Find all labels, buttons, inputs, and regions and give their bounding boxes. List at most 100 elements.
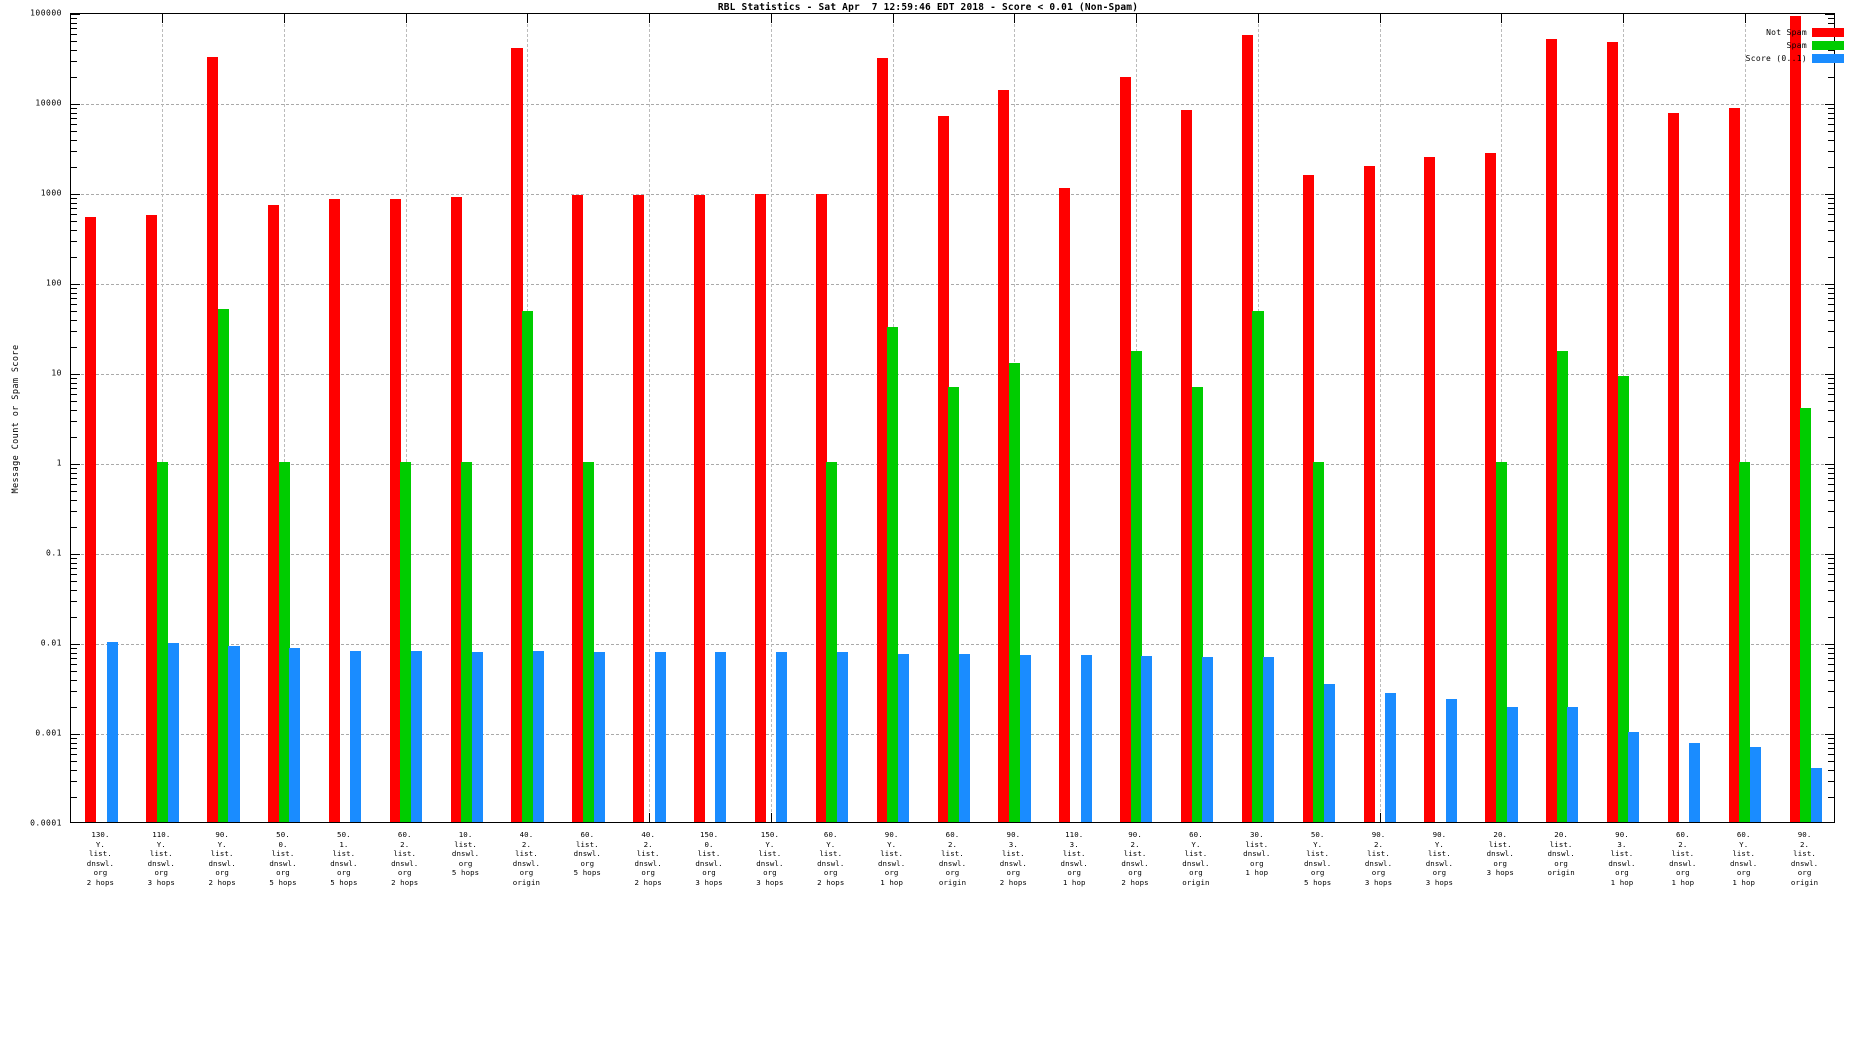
axis-tick-minor [1828, 49, 1834, 51]
x-axis-tick-label: 90. 2. list. dnswl. org 2 hops [1121, 830, 1149, 887]
axis-tick-minor [1828, 472, 1834, 474]
axis-tick-bottom [770, 813, 772, 822]
bar-not-spam [511, 47, 523, 822]
axis-tick-minor [71, 663, 77, 665]
bar-not-spam [998, 90, 1010, 822]
axis-tick-minor [1828, 241, 1834, 243]
axis-tick-minor [71, 652, 77, 654]
axis-tick-top [1014, 14, 1016, 23]
axis-tick-minor [1828, 421, 1834, 423]
axis-tick-minor [71, 151, 77, 153]
x-axis-tick-label: 110. Y. list. dnswl. org 3 hops [147, 830, 175, 887]
axis-tick-minor [1828, 738, 1834, 740]
axis-tick-major [71, 554, 80, 555]
axis-tick-minor [71, 123, 77, 125]
axis-tick-minor [71, 706, 77, 708]
axis-tick-minor [1828, 117, 1834, 119]
axis-tick-minor [71, 526, 77, 528]
gridline-horizontal [71, 104, 1834, 105]
bar-score [1445, 699, 1457, 822]
axis-tick-minor [1828, 409, 1834, 411]
axis-tick-minor [71, 378, 77, 380]
axis-tick-minor [71, 61, 77, 63]
axis-tick-bottom [649, 813, 651, 822]
axis-tick-minor [71, 491, 77, 493]
axis-tick-major [1825, 734, 1834, 735]
gridline-horizontal [71, 374, 1834, 375]
axis-tick-minor [1828, 288, 1834, 290]
bar-spam [461, 462, 473, 822]
axis-tick-minor [71, 747, 77, 749]
axis-tick-minor [71, 166, 77, 168]
axis-tick-major [1825, 644, 1834, 645]
y-axis-tick-label: 0.0001 [30, 818, 62, 828]
gridline-vertical [405, 14, 407, 822]
y-axis-tick-label: 0.01 [40, 638, 62, 648]
bar-not-spam [937, 115, 949, 822]
bar-not-spam [572, 194, 584, 822]
axis-tick-minor [1828, 393, 1834, 395]
x-axis-tick-label: 110. 3. list. dnswl. org 1 hop [1060, 830, 1088, 887]
axis-tick-minor [71, 562, 77, 564]
axis-tick-minor [1828, 378, 1834, 380]
axis-tick-minor [71, 671, 77, 673]
bar-score [958, 654, 970, 822]
axis-tick-minor [1828, 648, 1834, 650]
y-axis-tick-label: 10 [51, 368, 62, 378]
axis-tick-minor [1828, 303, 1834, 305]
y-axis-title: Message Count or Spam Score [11, 344, 21, 494]
bar-not-spam [633, 194, 645, 822]
axis-tick-minor [71, 18, 77, 20]
legend-label-not-spam: Not Spam [1766, 28, 1807, 37]
axis-tick-minor [1828, 229, 1834, 231]
axis-tick-minor [1828, 76, 1834, 78]
axis-tick-minor [71, 198, 77, 200]
axis-tick-minor [71, 331, 77, 333]
x-axis-tick-label: 150. Y. list. dnswl. org 3 hops [756, 830, 784, 887]
axis-tick-minor [1828, 198, 1834, 200]
axis-tick-minor [1828, 691, 1834, 693]
axis-tick-minor [71, 202, 77, 204]
axis-tick-minor [71, 781, 77, 783]
axis-tick-minor [1828, 18, 1834, 20]
axis-tick-minor [1828, 558, 1834, 560]
bar-score [1750, 747, 1762, 822]
x-axis-tick-label: 90. Y. list. dnswl. org 3 hops [1425, 830, 1454, 887]
axis-tick-top [1379, 14, 1381, 23]
gridline-vertical [162, 14, 164, 822]
axis-tick-minor [71, 558, 77, 560]
axis-tick-top [162, 14, 164, 23]
axis-tick-minor [71, 436, 77, 438]
axis-tick-minor [71, 292, 77, 294]
bar-spam [522, 310, 534, 822]
bar-not-spam [1667, 113, 1679, 822]
axis-tick-major [71, 374, 80, 375]
bar-score [350, 650, 362, 822]
y-axis-tick-label: 0.1 [46, 548, 62, 558]
axis-tick-minor [71, 796, 77, 798]
axis-tick-minor [71, 76, 77, 78]
x-axis-tick-label: 90. Y. list. dnswl. org 1 hop [877, 830, 906, 887]
axis-tick-minor [71, 22, 77, 24]
axis-tick-minor [71, 753, 77, 755]
bar-spam [1739, 462, 1751, 822]
axis-tick-minor [1828, 589, 1834, 591]
axis-tick-minor [1828, 331, 1834, 333]
bar-spam [948, 387, 960, 822]
bar-score [897, 654, 909, 822]
axis-tick-top [1136, 14, 1138, 23]
bar-score [1567, 706, 1579, 822]
bar-score [228, 646, 240, 822]
bar-not-spam [1059, 188, 1071, 822]
bar-score [106, 642, 118, 822]
axis-tick-minor [1828, 207, 1834, 209]
axis-tick-minor [71, 207, 77, 209]
axis-tick-minor [71, 589, 77, 591]
axis-tick-minor [1828, 601, 1834, 603]
bar-score [167, 643, 179, 822]
axis-tick-minor [1828, 567, 1834, 569]
gridline-horizontal [71, 194, 1834, 195]
y-axis-tick-label: 100000 [30, 8, 62, 18]
bar-score [411, 651, 423, 822]
